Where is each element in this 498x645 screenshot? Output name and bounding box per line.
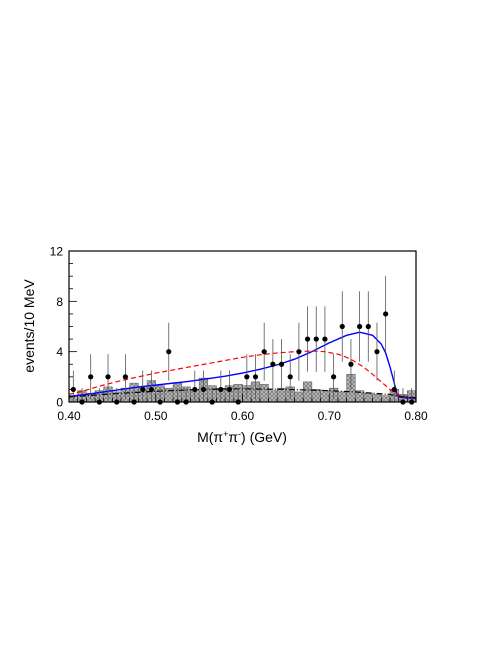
histogram-bar bbox=[320, 390, 330, 402]
histogram-bar bbox=[337, 391, 347, 402]
data-point bbox=[244, 374, 250, 380]
y-tick-label: 4 bbox=[56, 345, 63, 359]
data-point bbox=[200, 386, 207, 393]
data-point bbox=[383, 311, 389, 317]
data-point bbox=[278, 361, 285, 367]
data-point bbox=[270, 361, 276, 367]
background-curve bbox=[69, 388, 416, 399]
data-point bbox=[330, 374, 337, 380]
fit-curves bbox=[69, 331, 416, 400]
data-point bbox=[105, 374, 111, 380]
data-point bbox=[218, 386, 224, 393]
x-tick-label: 0.70 bbox=[318, 409, 342, 423]
histogram-bar bbox=[381, 395, 391, 402]
data-point bbox=[348, 361, 354, 367]
data-point bbox=[148, 386, 155, 393]
y-tick-label: 8 bbox=[56, 295, 63, 309]
y-axis-ticks: 0 4 8 12 bbox=[50, 245, 77, 410]
x-tick-label: 0.40 bbox=[57, 409, 81, 423]
data-points bbox=[70, 276, 415, 405]
histogram-bar bbox=[276, 387, 287, 402]
data-point bbox=[88, 374, 94, 380]
data-point bbox=[226, 386, 233, 393]
data-point bbox=[252, 374, 259, 380]
data-point bbox=[322, 336, 328, 342]
y-axis-label: events/10 MeV bbox=[21, 279, 37, 373]
data-point bbox=[140, 386, 146, 393]
data-point bbox=[374, 349, 380, 355]
data-point bbox=[70, 386, 76, 393]
data-point bbox=[296, 349, 302, 355]
histogram-bar bbox=[268, 390, 278, 402]
data-point bbox=[192, 386, 198, 393]
data-point bbox=[313, 336, 319, 342]
x-tick-label: 0.50 bbox=[144, 409, 168, 423]
x-tick-label: 0.80 bbox=[404, 409, 428, 423]
data-point bbox=[304, 336, 311, 342]
histogram-bar bbox=[259, 384, 269, 402]
plot-frame bbox=[68, 250, 417, 403]
data-point bbox=[287, 374, 293, 380]
histogram-bar bbox=[311, 389, 321, 402]
data-point bbox=[357, 323, 363, 330]
histogram-bar bbox=[363, 392, 373, 402]
signal-curve bbox=[69, 350, 416, 399]
y-tick-label: 0 bbox=[56, 396, 63, 410]
data-point bbox=[365, 323, 371, 330]
x-axis-label: M(π+π-) (GeV) bbox=[197, 429, 287, 445]
y-tick-label: 12 bbox=[50, 245, 64, 259]
x-axis-ticks: 0.40 0.50 0.60 0.70 0.80 bbox=[57, 394, 428, 423]
histogram-bar bbox=[372, 394, 382, 402]
data-point bbox=[391, 386, 397, 393]
total-fit-curve bbox=[69, 331, 416, 400]
histogram-bar bbox=[302, 381, 313, 402]
data-point bbox=[261, 349, 267, 355]
x-tick-label: 0.60 bbox=[231, 409, 255, 423]
histogram-bar bbox=[294, 391, 304, 402]
data-point bbox=[166, 349, 172, 355]
data-point bbox=[339, 323, 345, 330]
data-point bbox=[122, 374, 128, 380]
